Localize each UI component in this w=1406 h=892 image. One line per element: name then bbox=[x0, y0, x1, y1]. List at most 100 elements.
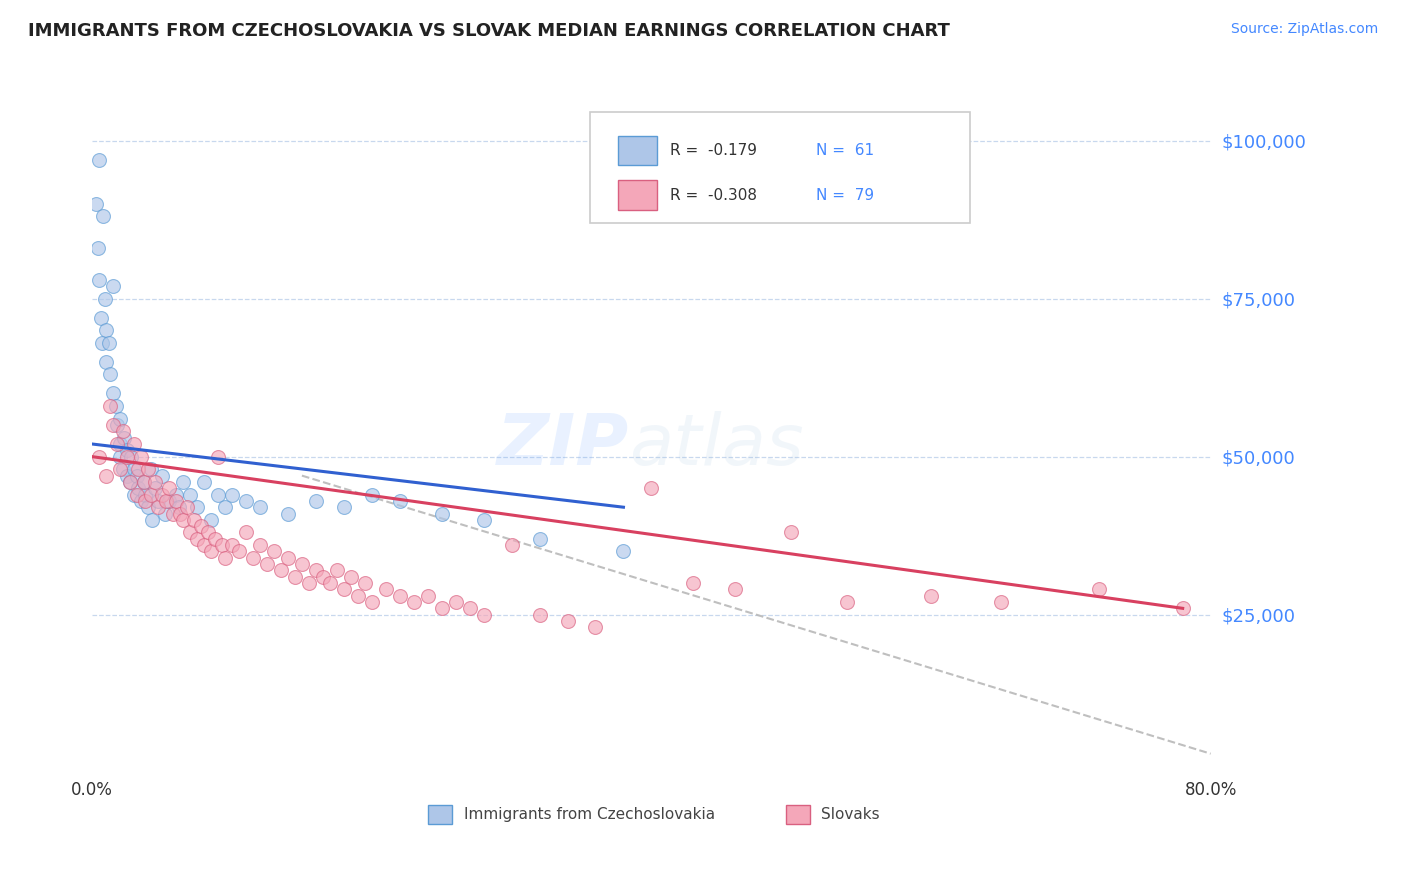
Point bbox=[388, 589, 411, 603]
Point bbox=[132, 475, 155, 489]
Point bbox=[190, 519, 212, 533]
Point bbox=[90, 310, 112, 325]
Point bbox=[96, 323, 118, 337]
Point bbox=[207, 450, 229, 464]
Text: IMMIGRANTS FROM CZECHOSLOVAKIA VS SLOVAK MEDIAN EARNINGS CORRELATION CHART: IMMIGRANTS FROM CZECHOSLOVAKIA VS SLOVAK… bbox=[28, 22, 950, 40]
Bar bbox=[617, 180, 657, 210]
Point bbox=[139, 462, 162, 476]
Point bbox=[134, 487, 156, 501]
Point bbox=[211, 538, 233, 552]
Text: N =  61: N = 61 bbox=[815, 143, 875, 158]
Bar bbox=[617, 136, 657, 165]
Point bbox=[585, 620, 607, 634]
Point bbox=[94, 292, 117, 306]
Point bbox=[388, 494, 411, 508]
Point bbox=[97, 335, 120, 350]
Point bbox=[200, 513, 222, 527]
Point bbox=[111, 462, 134, 476]
Point bbox=[298, 576, 321, 591]
Point bbox=[118, 475, 141, 489]
Point bbox=[529, 532, 551, 546]
Point bbox=[118, 475, 141, 489]
Point bbox=[129, 450, 152, 464]
Point bbox=[89, 153, 111, 167]
Point bbox=[143, 481, 166, 495]
Bar bbox=[427, 805, 453, 824]
Point bbox=[416, 589, 439, 603]
Point bbox=[169, 507, 191, 521]
Point bbox=[167, 500, 190, 515]
Point bbox=[89, 450, 111, 464]
Point bbox=[920, 589, 942, 603]
Point bbox=[179, 525, 201, 540]
Point bbox=[472, 607, 495, 622]
Point bbox=[101, 386, 124, 401]
Point bbox=[305, 563, 328, 577]
Point bbox=[89, 273, 111, 287]
Point bbox=[141, 513, 163, 527]
Point bbox=[291, 557, 314, 571]
Point bbox=[162, 507, 184, 521]
Point bbox=[340, 570, 363, 584]
Point bbox=[472, 513, 495, 527]
Point bbox=[277, 507, 299, 521]
Point bbox=[96, 355, 118, 369]
Point bbox=[1171, 601, 1194, 615]
Point bbox=[132, 475, 155, 489]
Point bbox=[990, 595, 1012, 609]
Point bbox=[105, 437, 128, 451]
Text: atlas: atlas bbox=[628, 411, 804, 481]
Point bbox=[249, 500, 271, 515]
Point bbox=[129, 494, 152, 508]
Point bbox=[501, 538, 523, 552]
Point bbox=[146, 494, 169, 508]
Point bbox=[228, 544, 250, 558]
Point bbox=[105, 418, 128, 433]
Point bbox=[96, 468, 118, 483]
Point bbox=[143, 475, 166, 489]
Point bbox=[305, 494, 328, 508]
Text: R =  -0.308: R = -0.308 bbox=[671, 187, 758, 202]
Point bbox=[139, 487, 162, 501]
Point bbox=[101, 418, 124, 433]
Point bbox=[91, 335, 114, 350]
Text: R =  -0.179: R = -0.179 bbox=[671, 143, 758, 158]
Point bbox=[127, 481, 149, 495]
Text: Slovaks: Slovaks bbox=[821, 807, 880, 822]
Point bbox=[263, 544, 285, 558]
Point bbox=[125, 487, 148, 501]
Point bbox=[1088, 582, 1111, 597]
Point bbox=[458, 601, 481, 615]
Point bbox=[197, 525, 219, 540]
Point bbox=[360, 595, 382, 609]
Point bbox=[612, 544, 634, 558]
Point bbox=[326, 563, 349, 577]
Point bbox=[115, 468, 138, 483]
Point bbox=[214, 550, 236, 565]
Point bbox=[682, 576, 704, 591]
Point bbox=[346, 589, 368, 603]
Point bbox=[333, 582, 356, 597]
Bar bbox=[786, 805, 810, 824]
Point bbox=[430, 601, 453, 615]
Point bbox=[193, 538, 215, 552]
Point bbox=[183, 513, 205, 527]
Point bbox=[122, 462, 145, 476]
Point bbox=[186, 532, 208, 546]
Point bbox=[98, 399, 121, 413]
Text: N =  79: N = 79 bbox=[815, 187, 875, 202]
Point bbox=[108, 437, 131, 451]
Point bbox=[153, 507, 176, 521]
Point bbox=[242, 550, 264, 565]
Point bbox=[207, 487, 229, 501]
Point bbox=[157, 494, 180, 508]
Point bbox=[176, 500, 198, 515]
Point bbox=[256, 557, 278, 571]
Point bbox=[87, 241, 110, 255]
Point bbox=[165, 494, 187, 508]
Point bbox=[312, 570, 335, 584]
Point bbox=[172, 475, 194, 489]
Point bbox=[284, 570, 307, 584]
Point bbox=[136, 500, 159, 515]
Point bbox=[837, 595, 859, 609]
